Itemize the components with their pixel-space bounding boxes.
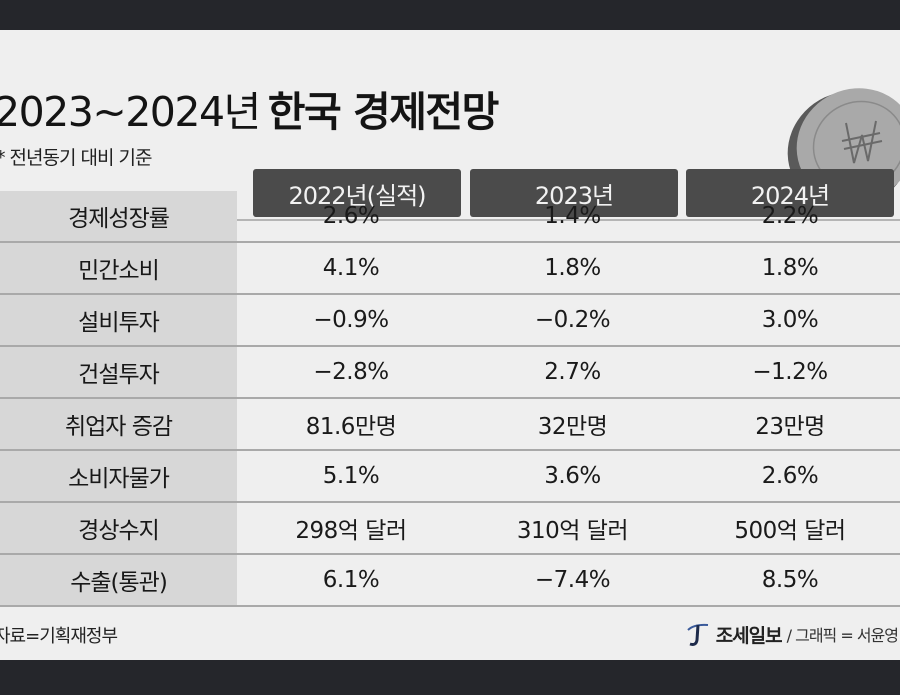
cell-2023: 3.6% bbox=[544, 463, 601, 489]
cell-2023: 1.8% bbox=[544, 255, 601, 281]
cell-2024: 2.2% bbox=[761, 203, 819, 229]
header-divider bbox=[0, 219, 900, 221]
cell-2024: −1.2% bbox=[752, 359, 828, 385]
row-label: 경제성장률 bbox=[0, 191, 237, 241]
cell-2024: 500억 달러 bbox=[734, 518, 846, 544]
row-label: 소비자물가 bbox=[0, 451, 237, 501]
table-row: 건설투자 −2.8% 2.7% −1.2% bbox=[0, 347, 900, 399]
table-row: 취업자 증감 81.6만명 32만명 23만명 bbox=[0, 399, 900, 451]
cell-2023: −0.2% bbox=[534, 307, 611, 333]
table-row: 설비투자 −0.9% −0.2% 3.0% bbox=[0, 295, 900, 347]
cell-2022: 2.6% bbox=[322, 203, 380, 229]
graphic-credit: / 그래픽 = 서윤영 bbox=[786, 626, 899, 645]
table-row: 경상수지 298억 달러 310억 달러 500억 달러 bbox=[0, 503, 900, 555]
cell-2022: 298억 달러 bbox=[295, 518, 407, 544]
cell-2023: 1.4% bbox=[544, 203, 601, 229]
cell-2023: 310억 달러 bbox=[516, 518, 629, 544]
page-title: 2023~2024년 한국 경제전망 bbox=[0, 78, 500, 138]
column-header-2023: 2023년 bbox=[470, 169, 678, 217]
row-label: 수출(통관) bbox=[0, 555, 237, 605]
cell-2024: 3.0% bbox=[761, 307, 819, 333]
cell-2024: 8.5% bbox=[761, 567, 819, 593]
cell-2022: −0.9% bbox=[313, 307, 389, 333]
cell-2023: 32만명 bbox=[537, 414, 608, 440]
cell-2022: 6.1% bbox=[322, 567, 380, 593]
forecast-table: 경제성장률 2.6% 1.4% 2.2% 민간소비 4.1% 1.8% 1.8%… bbox=[0, 191, 900, 607]
title-year-range: 2023~2024년 bbox=[0, 88, 261, 136]
cell-2023: −7.4% bbox=[534, 567, 611, 593]
row-label: 경상수지 bbox=[0, 503, 237, 553]
joseilbo-logo-icon bbox=[684, 620, 710, 648]
cell-2022: 81.6만명 bbox=[305, 414, 397, 440]
row-label: 설비투자 bbox=[0, 295, 237, 345]
table-row: 소비자물가 5.1% 3.6% 2.6% bbox=[0, 451, 900, 503]
cell-2024: 2.6% bbox=[761, 463, 819, 489]
cell-2022: 4.1% bbox=[322, 255, 380, 281]
column-header-2022: 2022년(실적) bbox=[253, 169, 461, 217]
column-header-2024: 2024년 bbox=[686, 169, 894, 217]
table-row: 수출(통관) 6.1% −7.4% 8.5% bbox=[0, 555, 900, 607]
row-label: 취업자 증감 bbox=[0, 399, 237, 449]
row-label: 민간소비 bbox=[0, 243, 237, 293]
cell-2024: 23만명 bbox=[755, 414, 825, 440]
cell-2022: 5.1% bbox=[322, 463, 380, 489]
brand-name: 조세일보 bbox=[715, 624, 783, 647]
cell-2022: −2.8% bbox=[313, 359, 389, 385]
cell-2023: 2.7% bbox=[544, 359, 601, 385]
footer-credit: 조세일보 / 그래픽 = 서윤영 bbox=[684, 620, 899, 648]
row-label: 건설투자 bbox=[0, 347, 237, 397]
table-row: 경제성장률 2.6% 1.4% 2.2% bbox=[0, 191, 900, 243]
cell-2024: 1.8% bbox=[761, 255, 819, 281]
title-subject: 한국 경제전망 bbox=[267, 88, 500, 136]
table-row: 민간소비 4.1% 1.8% 1.8% bbox=[0, 243, 900, 295]
subtitle-note: * 전년동기 대비 기준 bbox=[0, 147, 152, 169]
source-note: 자료=기획재정부 bbox=[0, 626, 118, 647]
